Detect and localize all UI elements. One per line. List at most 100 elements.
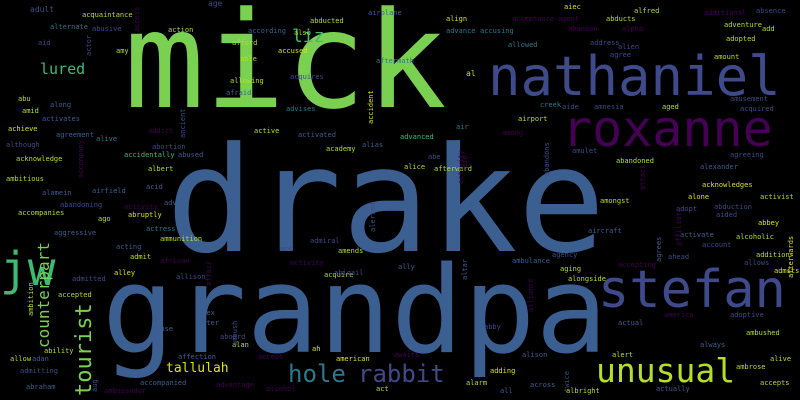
cloud-word: abuse xyxy=(152,325,174,333)
cloud-word: amount xyxy=(714,53,740,61)
cloud-word: agrees xyxy=(655,236,663,262)
cloud-word: alice xyxy=(404,163,426,171)
cloud-word: accused xyxy=(278,47,308,55)
cloud-word: actually xyxy=(656,385,690,393)
cloud-word: abraham xyxy=(26,383,56,391)
cloud-word: al xyxy=(466,69,476,78)
cloud-word: abe xyxy=(428,153,441,161)
cloud-word: abduction xyxy=(714,203,752,211)
cloud-word: always xyxy=(700,341,726,349)
cloud-word: access xyxy=(133,6,141,32)
cloud-word: acquaintance xyxy=(82,11,133,19)
cloud-word: admiral xyxy=(310,237,340,245)
cloud-word: mick xyxy=(124,0,447,139)
cloud-word: altar xyxy=(461,258,469,280)
cloud-word: adopt xyxy=(676,205,698,213)
cloud-word: amid xyxy=(22,107,39,115)
cloud-word: alison xyxy=(522,351,548,359)
cloud-word: ally xyxy=(398,263,415,271)
cloud-word: accidentally xyxy=(124,151,175,159)
cloud-word: acid xyxy=(146,183,163,191)
cloud-word: abandons xyxy=(543,142,551,176)
cloud-word: amy xyxy=(116,47,129,55)
cloud-word: jw xyxy=(0,242,56,296)
cloud-word: acceptance xyxy=(512,15,555,23)
cloud-word: amends xyxy=(338,247,364,255)
cloud-word: america xyxy=(664,311,694,319)
cloud-word: agency xyxy=(552,251,578,259)
cloud-word: address xyxy=(590,39,620,47)
cloud-word: abandon xyxy=(568,25,598,33)
cloud-word: ago xyxy=(98,215,111,223)
cloud-word: account xyxy=(702,241,732,249)
cloud-word: active xyxy=(254,127,280,135)
cloud-word: advises xyxy=(286,105,316,113)
cloud-word: abusive xyxy=(92,25,122,33)
cloud-word: activate xyxy=(680,231,714,239)
cloud-word: adoptive xyxy=(730,311,764,319)
cloud-word: alex xyxy=(198,309,215,317)
cloud-word: alien xyxy=(618,43,640,51)
cloud-word: acknowledge xyxy=(16,155,63,163)
cloud-word: grandpa xyxy=(102,242,608,381)
cloud-word: abandoning xyxy=(60,201,103,209)
cloud-word: activity xyxy=(124,203,158,211)
cloud-word: alamein xyxy=(42,189,72,197)
cloud-word: unusual xyxy=(596,351,736,390)
cloud-word: also xyxy=(294,29,311,37)
cloud-word: alive xyxy=(96,135,118,143)
cloud-word: aircraft xyxy=(588,227,622,235)
cloud-word: accepted xyxy=(58,291,92,299)
cloud-word: agreement xyxy=(56,131,94,139)
cloud-word: albert xyxy=(148,165,174,173)
cloud-word: accepts xyxy=(760,379,790,387)
cloud-word: allison xyxy=(176,273,206,281)
cloud-word: although xyxy=(6,141,40,149)
cloud-word: twice xyxy=(563,370,571,392)
cloud-word: alone xyxy=(688,193,710,201)
cloud-word: ambassador xyxy=(104,387,147,395)
cloud-word: alerted xyxy=(369,202,377,232)
cloud-word: align xyxy=(446,15,468,23)
cloud-word: amongst xyxy=(600,197,630,205)
cloud-word: counterpart xyxy=(34,242,53,348)
cloud-word: actual xyxy=(618,319,644,327)
cloud-word: airport xyxy=(518,115,548,123)
cloud-word: aiec xyxy=(564,3,581,11)
cloud-word: aid xyxy=(38,39,51,47)
cloud-word: among xyxy=(502,129,524,137)
cloud-word: attack xyxy=(639,164,647,190)
cloud-word: admits xyxy=(774,267,800,275)
cloud-word: ability xyxy=(44,347,74,355)
cloud-word: aboard xyxy=(220,333,246,341)
cloud-word: alongside xyxy=(568,275,606,283)
cloud-word: albright xyxy=(566,387,600,395)
cloud-word: all xyxy=(500,387,513,395)
cloud-word: acquire xyxy=(324,271,354,279)
cloud-word: stefan xyxy=(598,260,786,320)
cloud-word: additional xyxy=(704,9,747,17)
cloud-word: across xyxy=(530,381,556,389)
cloud-word: aged xyxy=(662,103,679,111)
cloud-word: allowed xyxy=(508,41,538,49)
cloud-word: agreeing xyxy=(730,151,764,159)
cloud-word: act xyxy=(376,385,389,393)
cloud-word: abby xyxy=(484,323,501,331)
cloud-word: admitted xyxy=(72,275,106,283)
cloud-word: amulet xyxy=(572,147,598,155)
cloud-word: ace xyxy=(280,245,293,253)
cloud-word: ancient xyxy=(179,108,187,138)
cloud-word: alter xyxy=(198,319,220,327)
cloud-word: accompanied xyxy=(140,379,187,387)
cloud-word: ambushed xyxy=(746,329,780,337)
cloud-word: abbey xyxy=(758,219,780,227)
cloud-word: alley xyxy=(114,269,136,277)
cloud-word: agent xyxy=(558,15,580,23)
cloud-word: tallulah xyxy=(166,361,229,376)
cloud-word: admitting xyxy=(20,367,58,375)
cloud-word: acknowledges xyxy=(702,181,753,189)
cloud-word: abortion xyxy=(152,143,186,151)
cloud-word: abducts xyxy=(606,15,636,23)
cloud-word: american xyxy=(336,355,370,363)
cloud-word: aggressive xyxy=(54,229,97,237)
